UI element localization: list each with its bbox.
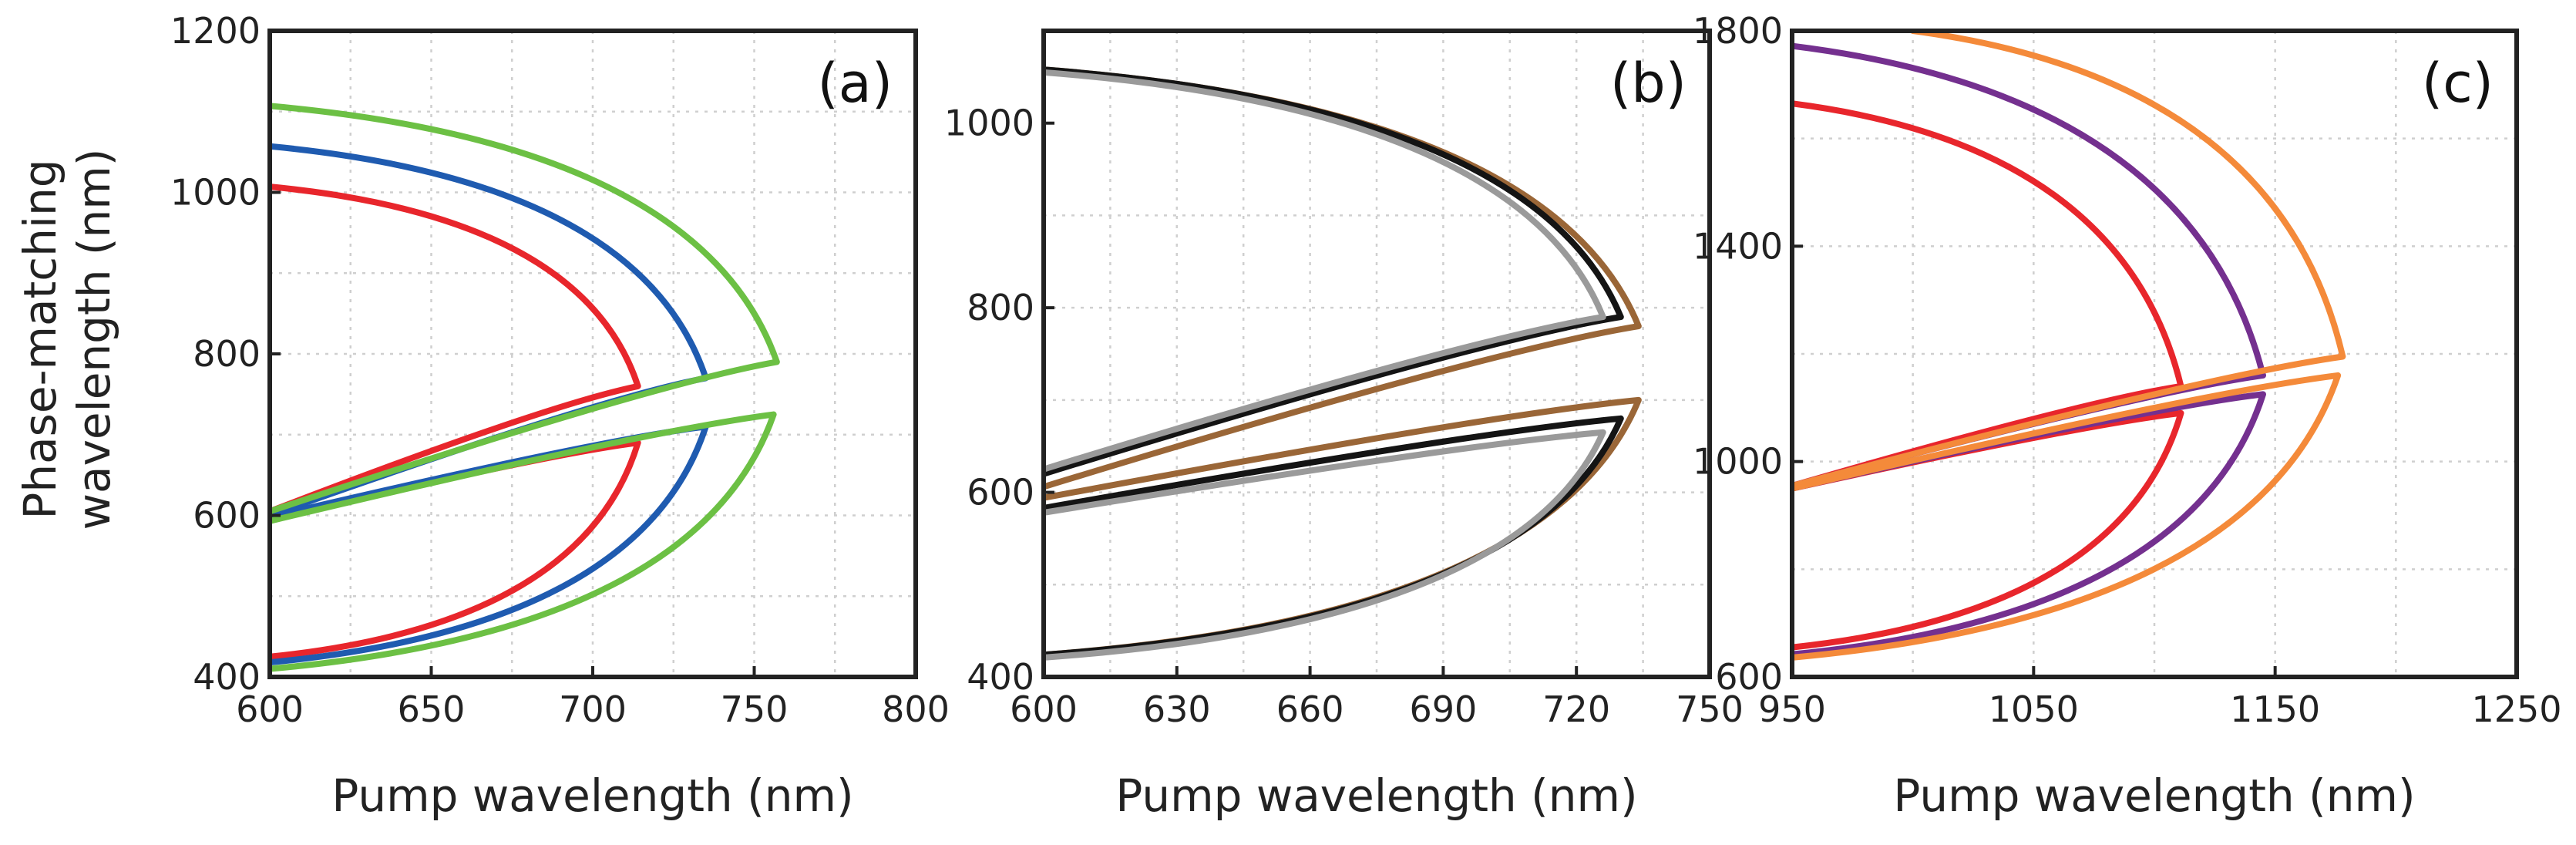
x-tick-label: 750 (1676, 688, 1744, 730)
x-axis-title: Pump wavelength (nm) (1115, 769, 1637, 822)
x-tick-label: 750 (721, 688, 789, 730)
y-tick-label: 800 (967, 287, 1034, 328)
series-red-upper (1792, 100, 2184, 490)
x-axis-title: Pump wavelength (nm) (1893, 769, 2415, 822)
y-axis-title-line1: Phase-matching (14, 159, 66, 519)
x-tick-label: 800 (882, 688, 950, 730)
x-tick-label: 720 (1542, 688, 1610, 730)
panel-label: (c) (2422, 52, 2494, 115)
x-tick-label: 630 (1143, 688, 1211, 730)
series-gray-lower (1044, 429, 1606, 661)
series-gray-upper (1044, 69, 1606, 473)
panel-label: (a) (817, 52, 893, 115)
panel-c: 950 1050 1150 1250 600 1000 1400 1800 (c) Pump wa… (1693, 10, 2562, 822)
x-tick-label: 1250 (2471, 688, 2561, 730)
series-orange-lower (1792, 372, 2342, 661)
panel-a: 600 650 700 750 80040060080010001200(a)Pump … (170, 10, 950, 822)
x-tick-label: 600 (236, 688, 304, 730)
y-axis-title-line2: wavelength (nm) (68, 149, 120, 530)
plot-frame (1790, 29, 2519, 679)
x-tick-label: 690 (1409, 688, 1477, 730)
y-tick-label: 1000 (944, 103, 1034, 144)
y-tick-label: 1000 (1693, 441, 1783, 483)
x-tick-label: 700 (559, 688, 627, 730)
x-tick-label: 660 (1276, 688, 1344, 730)
x-tick-label: 1150 (2230, 688, 2320, 730)
series-red-upper (270, 183, 641, 515)
y-tick-label: 1000 (170, 172, 261, 214)
y-tick-label: 600 (193, 495, 261, 537)
series-blue-lower (270, 423, 709, 666)
y-tick-label: 600 (967, 472, 1034, 513)
plot-frame (1041, 29, 1712, 679)
x-tick-label: 1050 (1989, 688, 2079, 730)
panel-label: (b) (1610, 52, 1687, 115)
y-tick-label: 600 (1715, 656, 1783, 698)
plot-frame (267, 29, 918, 679)
y-tick-label: 1400 (1693, 225, 1783, 267)
series-orange-upper (1792, 31, 2346, 490)
series-black-lower (1044, 415, 1624, 658)
y-tick-label: 400 (967, 656, 1034, 698)
series-green-lower (270, 411, 777, 672)
series-green-upper (270, 103, 780, 515)
x-tick-label: 650 (398, 688, 466, 730)
x-tick-label: 950 (1758, 688, 1826, 730)
y-tick-label: 1200 (170, 10, 261, 52)
y-tick-label: 400 (193, 656, 261, 698)
series-black-upper (1044, 66, 1624, 477)
y-tick-label: 1800 (1693, 10, 1783, 52)
x-axis-title: Pump wavelength (nm) (331, 769, 853, 822)
x-tick-label: 600 (1010, 688, 1078, 730)
y-tick-label: 800 (193, 333, 261, 375)
